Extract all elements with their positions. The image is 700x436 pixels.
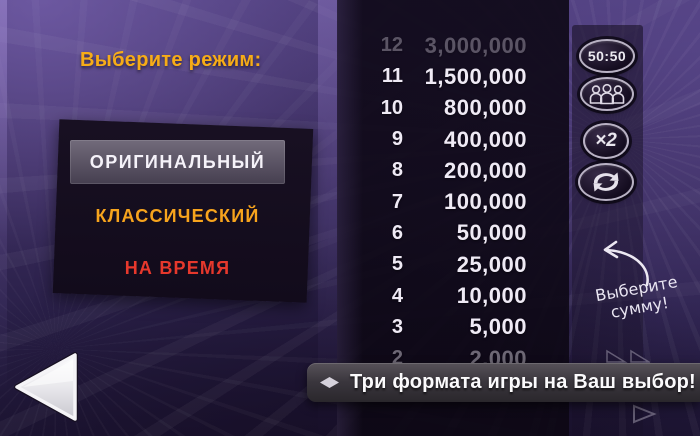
prize-row-4[interactable]: 4 10,000 — [350, 280, 527, 311]
lifeline-fifty-fifty-button[interactable]: 50:50 — [579, 39, 635, 73]
left-edge-glow — [0, 0, 7, 436]
diamond-icon — [320, 377, 339, 388]
lifeline-ask-audience-button[interactable] — [580, 77, 634, 111]
ladder-strip-edge — [318, 0, 338, 436]
lifeline-double-answer-button[interactable]: ×2 — [583, 123, 629, 159]
prize-level: 9 — [391, 128, 403, 151]
notification-text: Три формата игры на Ваш выбор! — [350, 371, 696, 393]
prize-level: 4 — [391, 284, 403, 307]
prize-ladder: 12 3,000,000 11 1,500,000 10 800,000 9 4… — [350, 30, 527, 374]
prize-amount: 800,000 — [443, 95, 527, 121]
prize-amount: 3,000,000 — [424, 32, 527, 58]
lifeline-swap-question-button[interactable] — [578, 163, 634, 201]
prize-level: 2 — [391, 347, 403, 370]
prize-level: 3 — [391, 315, 403, 338]
swap-arrows-icon — [593, 172, 619, 192]
mode-option-original[interactable]: ОРИГИНАЛЬНЫЙ — [70, 140, 285, 184]
prize-row-12[interactable]: 12 3,000,000 — [350, 30, 527, 61]
prize-amount: 5,000 — [469, 314, 527, 340]
prize-amount: 200,000 — [443, 157, 527, 183]
prize-level: 10 — [380, 96, 403, 119]
prize-row-8[interactable]: 8 200,000 — [350, 155, 527, 186]
mode-option-timed[interactable]: НА ВРЕМЯ — [124, 258, 231, 278]
fifty-fifty-label: 50:50 — [587, 48, 627, 64]
page-title: Выберите режим: — [80, 49, 262, 71]
prize-level: 12 — [380, 34, 403, 57]
hint-arrow-icon — [603, 240, 649, 287]
back-arrow-icon — [14, 352, 78, 422]
ghost-arrow-top-icon — [606, 349, 650, 363]
prize-amount: 10,000 — [456, 283, 527, 309]
back-button[interactable] — [9, 347, 87, 427]
prize-level: 6 — [391, 221, 403, 244]
prize-amount: 100,000 — [443, 189, 527, 215]
prize-level: 8 — [391, 159, 403, 182]
audience-icon — [589, 83, 625, 105]
prize-amount: 50,000 — [456, 220, 527, 246]
prize-amount: 400,000 — [443, 126, 527, 152]
prize-row-7[interactable]: 7 100,000 — [350, 186, 527, 217]
prize-row-10[interactable]: 10 800,000 — [350, 93, 527, 124]
prize-row-6[interactable]: 6 50,000 — [350, 218, 527, 249]
ghost-arrow-bottom-icon — [633, 404, 657, 424]
prize-row-5[interactable]: 5 25,000 — [350, 249, 527, 280]
prize-amount: 1,500,000 — [424, 63, 527, 89]
prize-row-11[interactable]: 11 1,500,000 — [350, 61, 527, 92]
prize-row-3[interactable]: 3 5,000 — [350, 312, 527, 343]
prize-level: 11 — [381, 65, 403, 88]
prize-amount: 25,000 — [456, 251, 527, 277]
prize-level: 5 — [391, 253, 403, 276]
notification-bar: Три формата игры на Ваш выбор! — [307, 363, 700, 402]
x2-label: ×2 — [595, 130, 617, 151]
prize-level: 7 — [391, 190, 403, 213]
prize-row-9[interactable]: 9 400,000 — [350, 124, 527, 155]
mode-option-classic[interactable]: КЛАССИЧЕСКИЙ — [95, 206, 260, 226]
